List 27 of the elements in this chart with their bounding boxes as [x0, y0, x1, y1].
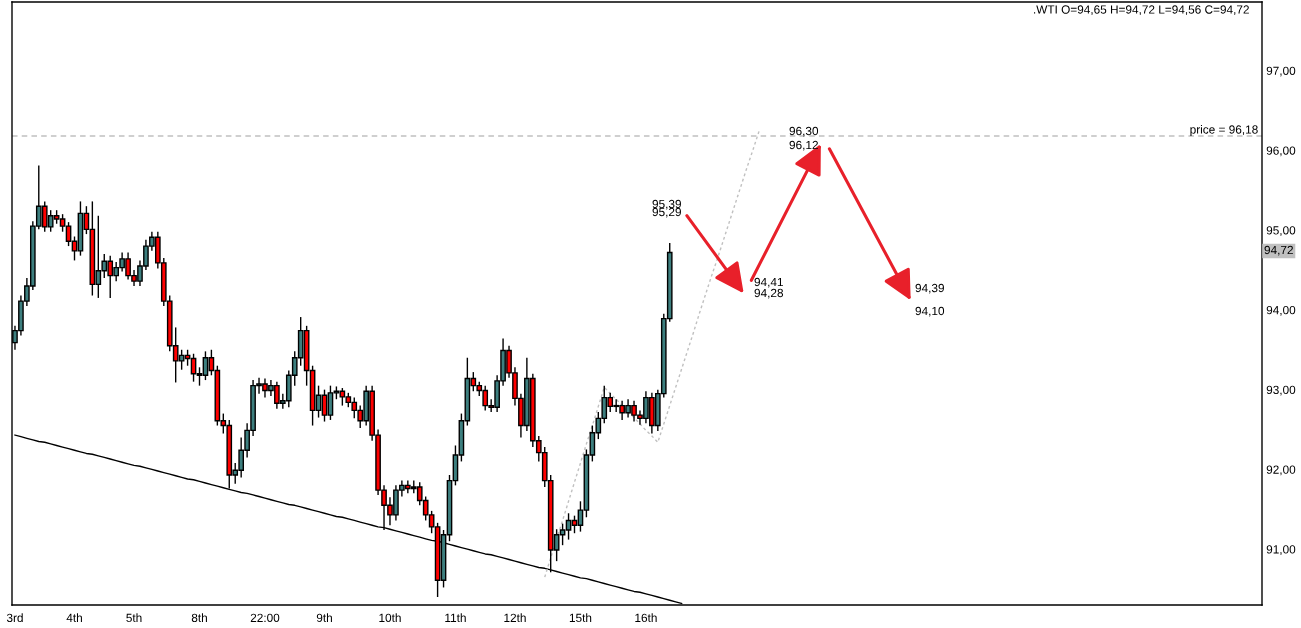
- y-tick-label: 93,00: [1266, 385, 1296, 396]
- x-tick-label: 10th: [379, 613, 401, 622]
- x-tick-label: 12th: [504, 613, 526, 622]
- annotation: 96,12: [789, 140, 818, 151]
- x-tick-label: 5th: [126, 613, 142, 622]
- x-tick-label: 22:00: [250, 613, 280, 622]
- x-tick-label: 8th: [191, 613, 207, 622]
- annotation: 94,28: [754, 288, 784, 299]
- y-tick-label: 92,00: [1266, 465, 1296, 476]
- text: 94,72: [1264, 245, 1293, 256]
- annotation: 94,10: [915, 306, 945, 317]
- y-tick-label: 94,00: [1266, 305, 1296, 316]
- x-tick-label: 3rd: [6, 613, 23, 622]
- annotation: 94,41: [754, 277, 783, 288]
- y-tick-label: 96,00: [1266, 146, 1296, 157]
- annotation: 94,39: [915, 283, 944, 294]
- x-tick-label: 11th: [445, 613, 466, 622]
- y-tick-label: 91,00: [1266, 545, 1296, 555]
- annotation: 96,30: [789, 126, 819, 137]
- x-tick-label: 4th: [66, 613, 82, 622]
- y-tick-label: 95,00: [1266, 226, 1296, 236]
- x-tick-label: 16th: [635, 613, 657, 622]
- annotation: .WTI O=94,65 H=94,72 L=94,56 C=94,72: [1034, 5, 1249, 16]
- y-tick-label: 97,00: [1266, 66, 1296, 77]
- x-tick-label: 9th: [316, 613, 332, 622]
- ref-line-label: price = 96,18: [1190, 125, 1258, 136]
- x-tick-label: 15th: [569, 613, 592, 622]
